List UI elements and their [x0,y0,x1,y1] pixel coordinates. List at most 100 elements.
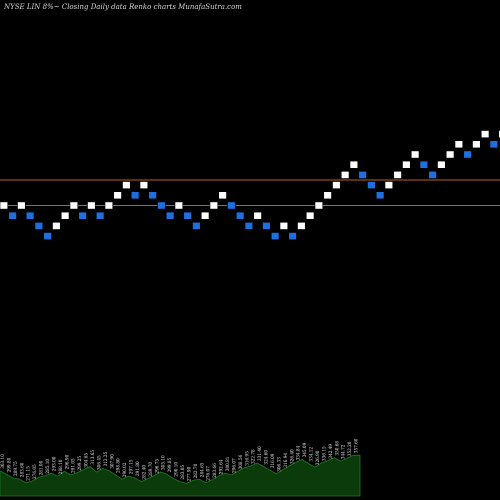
renko-brick-up [17,201,26,210]
renko-brick-down [165,211,175,220]
renko-brick-up [297,222,306,230]
renko-brick-up [393,171,402,179]
renko-brick-down [235,211,245,220]
volume-label: 293.00 [51,456,56,471]
volume-label: 350.68 [334,441,339,456]
volume-label: 282.40 [141,465,146,480]
volume-label: 276.05 [32,464,37,479]
volume-label: 283.60 [19,462,24,477]
renko-brick-up [498,130,500,138]
volume-label: 344.72 [341,444,346,459]
renko-brick-up [480,130,490,138]
volume-label: 297.15 [129,459,134,474]
renko-brick-up [340,171,350,179]
volume-label: 316.94 [283,453,288,468]
volume-label: 289.75 [13,461,18,476]
renko-brick-down [157,201,166,210]
renko-brick-down [375,191,385,200]
volume-label: 299.85 [167,457,172,472]
renko-brick-down [262,222,271,230]
volume-label: 283.05 [180,465,185,480]
renko-brick-up [122,181,131,189]
renko-brick-up [410,150,420,159]
renko-brick-up [52,222,61,230]
renko-brick-down [227,201,236,210]
renko-brick-up [349,160,359,169]
volume-label: 308.56 [238,454,243,469]
volume-label: 326.90 [315,450,320,465]
renko-brick-up [253,211,262,220]
renko-brick-up [402,160,411,169]
volume-label: 283.66 [212,463,217,478]
renko-brick-up [323,191,332,200]
renko-brick-down [25,211,35,220]
renko-brick-down [78,211,87,220]
renko-brick-up [218,191,227,200]
volume-label: 342.49 [328,444,333,459]
volume-area [0,454,361,497]
chart-title: NYSE LIN 8%~ Closing Daily data Renko ch… [3,3,242,11]
volume-label: 324.60 [264,450,269,465]
volume-label: 271.15 [26,466,31,481]
volume-label: 292.64 [219,459,224,474]
renko-brick-down [463,150,472,159]
renko-brick-up [87,201,96,210]
renko-brick-down [192,222,201,230]
volume-label: 303.10 [0,454,5,469]
volume-label: 357.60 [354,438,359,453]
volume-label: 312.25 [103,451,108,466]
renko-brick-up [279,222,289,230]
volume-label: 296.75 [154,459,159,474]
volume-label: 331.40 [257,446,262,461]
volume-label: 300.81 [225,456,230,471]
volume-label: 290.02 [122,462,127,477]
volume-label: 305.10 [161,455,166,470]
renko-brick-up [472,140,481,149]
volume-labels: 303.10 299.80 289.75 283.60 271.15 276.05 281.… [0,438,359,481]
volume-label: 285.10 [45,459,50,474]
volume-label: 334.84 [296,445,301,460]
renko-brick-down [428,171,437,179]
renko-brick-up [332,181,341,189]
renko-brick-up [139,181,149,189]
volume-label: 281.00 [39,460,44,475]
renko-brick-down [288,232,297,240]
volume-label: 313.65 [90,450,95,465]
renko-brick-down [130,191,140,200]
renko-brick-down [270,232,280,240]
volume-label: 299.80 [6,457,11,472]
volume-label: 276.07 [206,466,211,481]
renko-brick-up [384,181,394,189]
renko-brick-down [419,160,429,169]
volume-label: 289.70 [148,462,153,477]
volume-label: 336.15 [321,446,326,461]
renko-brick-down [148,191,157,200]
renko-brick-down [489,140,499,149]
renko-brick-down [8,211,17,220]
volume-label: 291.80 [135,461,140,476]
reference-lines [0,179,500,206]
renko-brick-up [60,211,70,220]
renko-bricks [0,130,500,240]
volume-label: 304.65 [84,453,89,468]
volume-label: 288.10 [58,459,63,474]
volume-label: 299.25 [77,456,82,471]
volume-label: 277.90 [186,466,191,481]
renko-brick-up [113,191,122,200]
renko-brick-down [367,181,376,189]
volume-label: 291.05 [71,458,76,473]
volume-label: 306.33 [276,457,281,472]
renko-brick-down [34,222,44,230]
volume-label: 307.90 [109,454,114,469]
volume-label: 296.07 [231,458,236,473]
volume-area-path [0,454,361,497]
volume-label: 306.45 [96,455,101,470]
volume-label: 345.09 [302,442,307,457]
volume-label: 290.10 [174,462,179,477]
renko-brick-up [104,201,114,210]
volume-label: 316.95 [244,451,249,466]
volume-label: 322.78 [251,449,256,464]
volume-label: 334.12 [309,447,314,462]
renko-brick-up [209,201,219,210]
